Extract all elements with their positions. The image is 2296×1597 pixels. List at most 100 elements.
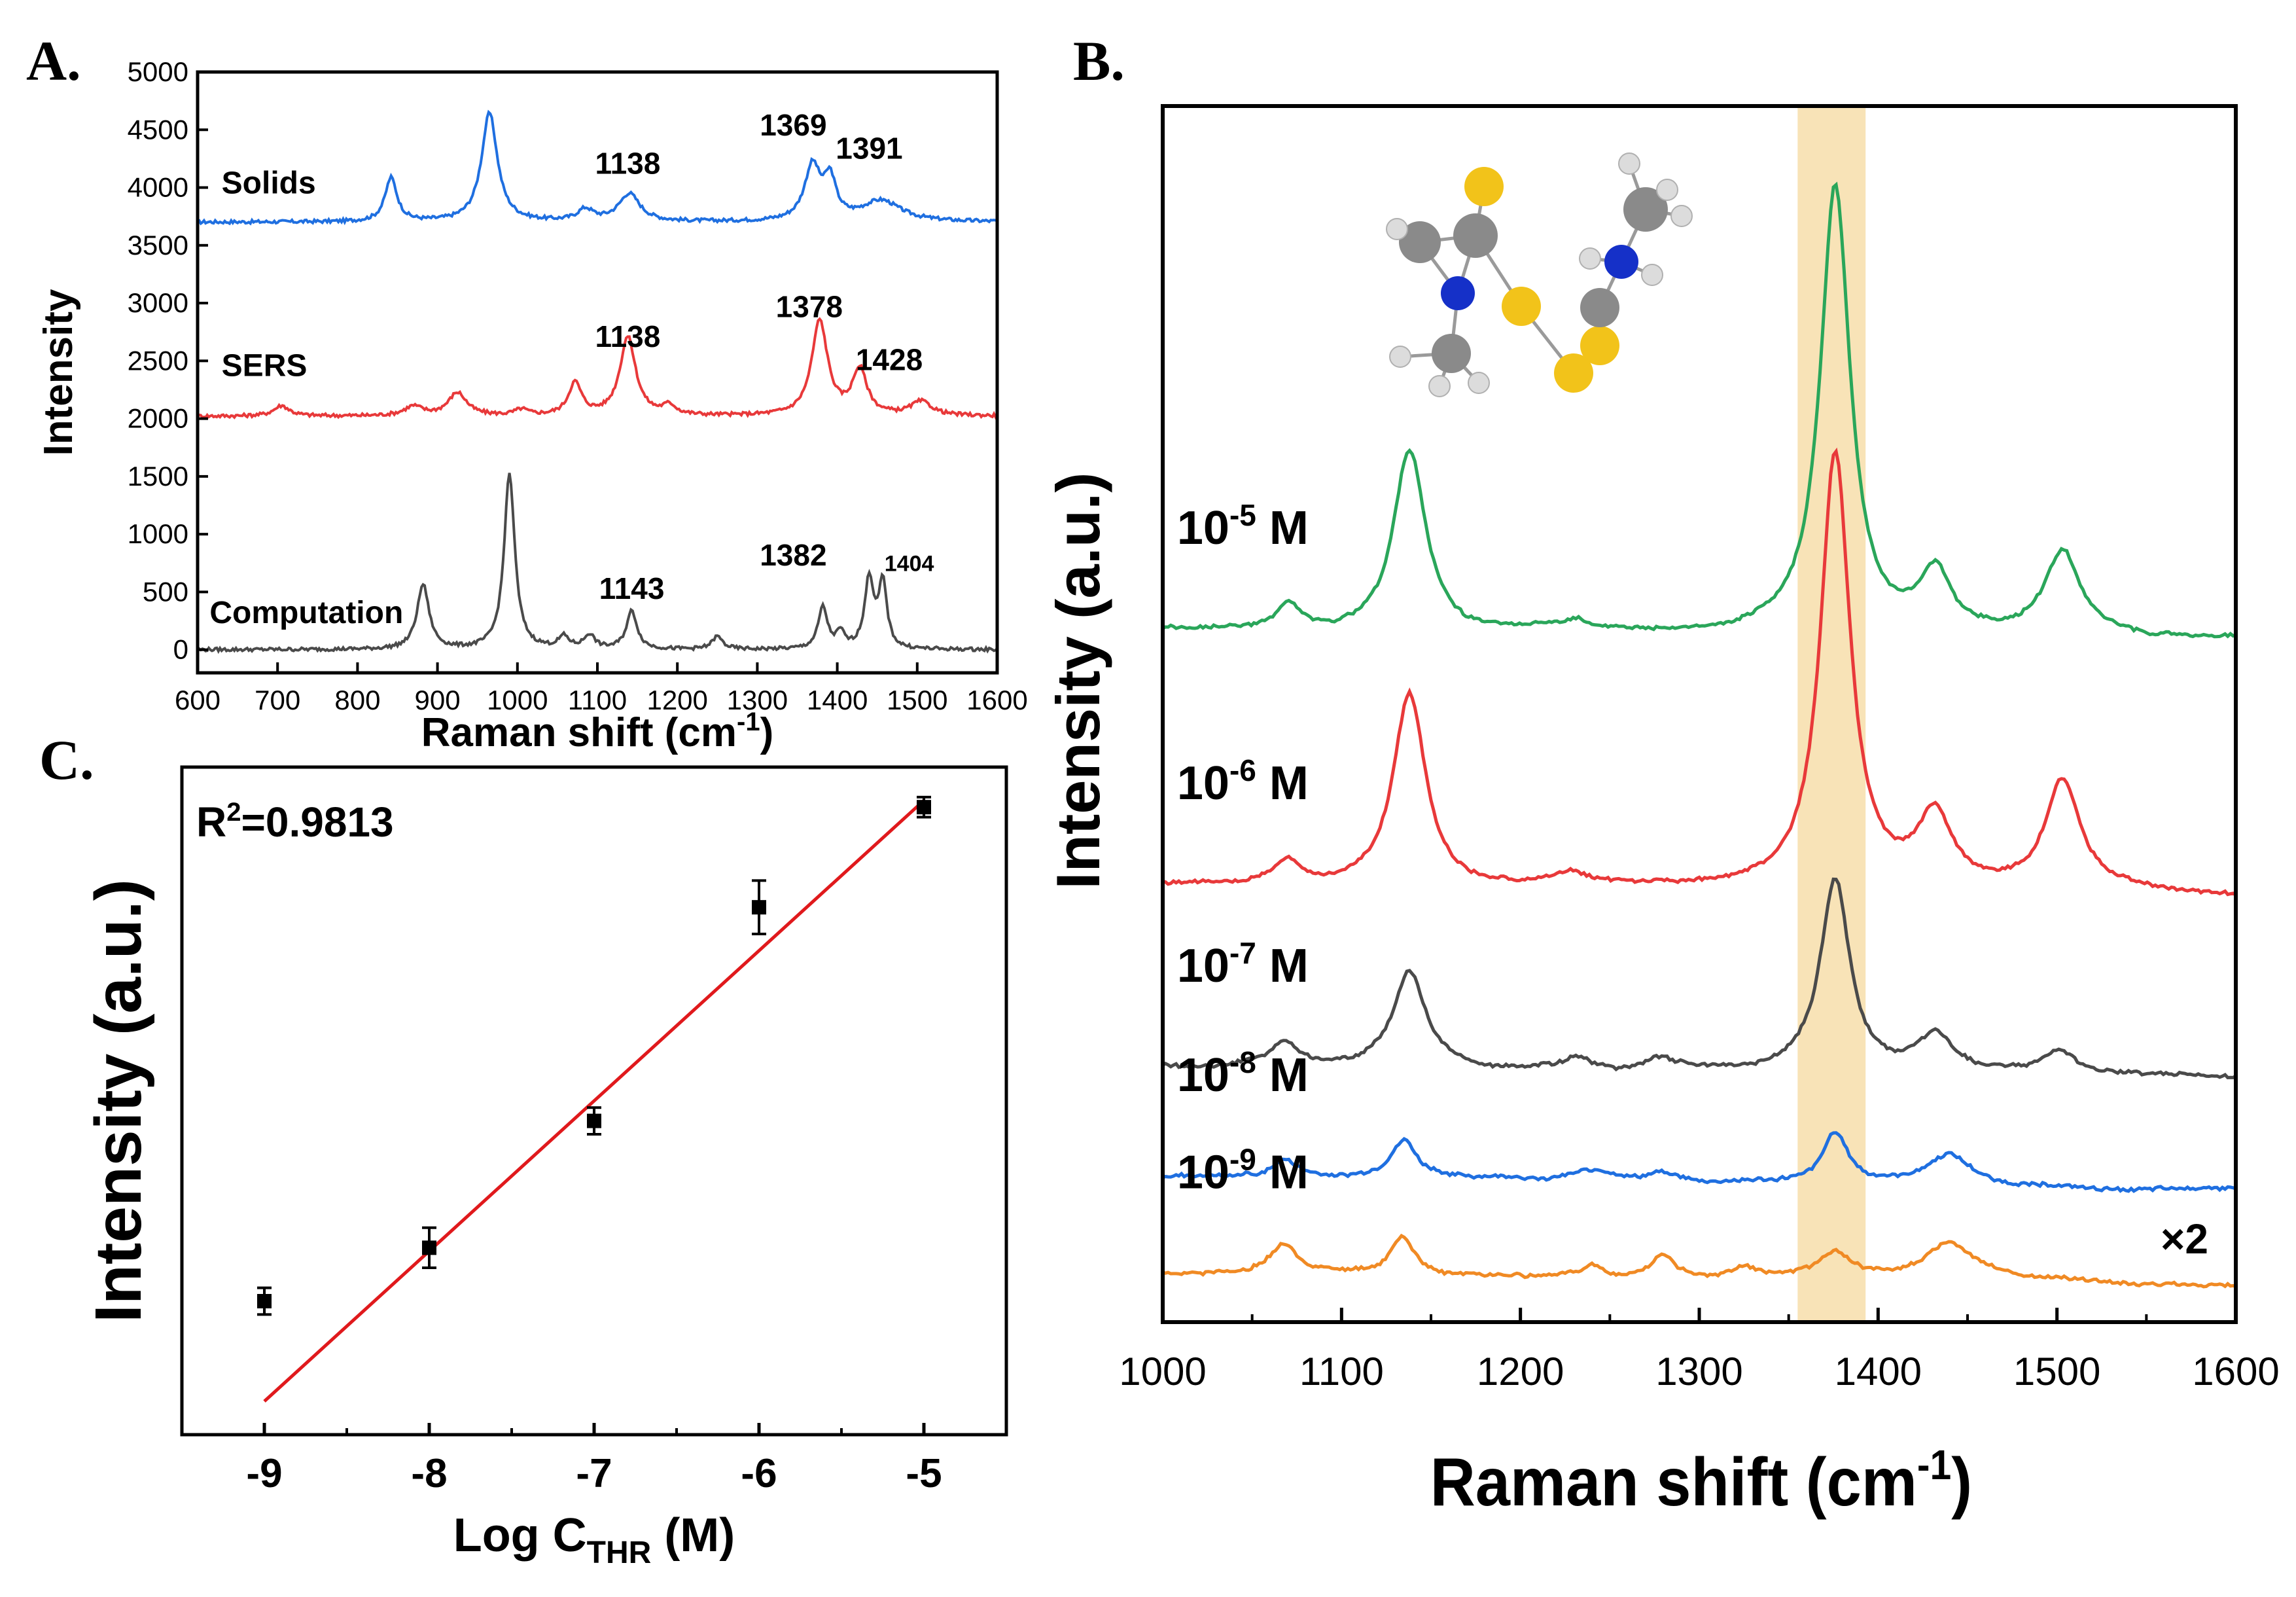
panel-a-curves: [196, 109, 998, 655]
panel-b-axes-frame: [1161, 104, 2238, 1324]
panel-b-letter: B.: [1073, 29, 1125, 92]
series-line-solids: [197, 109, 998, 226]
series-line-minus8: [1162, 1131, 2236, 1193]
panel-b-ticks: 1000 1100 1200 1300 1400 1500 1600: [1119, 1308, 2280, 1393]
peak-annotation: 1382: [760, 538, 826, 572]
x-tick-label: 1200: [1477, 1350, 1564, 1393]
carbon-atom: [1580, 288, 1619, 327]
panel-b-x-axis-label: Raman shift (cm-1): [1430, 1442, 1972, 1520]
panel-c-letter: C.: [39, 728, 94, 791]
series-line-minus9: [1162, 1233, 2236, 1289]
hydrogen-atom: [1468, 372, 1490, 394]
concentration-label: 10-8 M: [1177, 1045, 1309, 1102]
highlight-band: [1797, 108, 1866, 1320]
panel-a-y-axis-label: Intensity: [36, 289, 81, 456]
y-tick-label: 500: [143, 576, 188, 607]
nitrogen-atom: [1441, 276, 1475, 310]
data-point: [422, 1240, 436, 1255]
x-tick-label: 1100: [1299, 1350, 1384, 1393]
panel-b-series-labels: 10-5 M 10-6 M 10-7 M 10-8 M 10-9 M: [1177, 498, 1309, 1199]
linear-fit-line: [263, 799, 925, 1403]
x-tick-label: 600: [175, 685, 221, 715]
molecule-atoms: [1386, 153, 1693, 397]
x-tick-label: 1400: [1835, 1350, 1922, 1393]
x-tick-label: 1100: [568, 685, 627, 715]
data-point-group: [257, 1286, 272, 1316]
x-tick-label: 1600: [2192, 1350, 2279, 1393]
y-tick-label: 4500: [128, 114, 188, 145]
peak-annotation: 1138: [595, 319, 661, 353]
x-tick-label: 900: [415, 685, 461, 715]
panel-a-x-axis-label: Raman shift (cm-1): [421, 708, 774, 755]
hydrogen-atom: [1641, 264, 1663, 286]
data-point-group: [422, 1226, 436, 1269]
y-tick-label: 2500: [128, 345, 188, 376]
carbon-atom: [1453, 213, 1498, 258]
x-tick-label: 800: [334, 685, 380, 715]
x-tick-label: 700: [255, 685, 300, 715]
x-tick-label: 1400: [807, 685, 868, 715]
panel-c-x-axis-label: Log CTHR (M): [453, 1509, 735, 1570]
panel-c-ticks: -9 -8 -7 -6 -5: [181, 1423, 1008, 1496]
y-tick-label: 0: [173, 634, 188, 665]
peak-annotation: 1143: [599, 571, 665, 605]
x-tick-label: -5: [906, 1451, 942, 1496]
x-tick-label: 1300: [1655, 1350, 1742, 1393]
sulfur-atom: [1464, 167, 1504, 206]
x-tick-label: 1000: [487, 685, 548, 715]
panel-b-y-axis-label: Intensity (a.u.): [1044, 472, 1112, 889]
hydrogen-atom: [1389, 346, 1411, 368]
x-tick-label: 1200: [646, 685, 707, 715]
r-squared-label: R2=0.9813: [196, 798, 394, 846]
x-tick-label: 1600: [966, 685, 1027, 715]
data-point-group: [587, 1106, 601, 1136]
series-line-minus7: [1161, 877, 2237, 1080]
concentration-label: 10-9 M: [1177, 1143, 1309, 1199]
hydrogen-atom: [1618, 153, 1640, 175]
sulfur-atom: [1554, 353, 1593, 393]
x-tick-label: -9: [246, 1451, 282, 1496]
hydrogen-atom: [1386, 218, 1408, 240]
carbon-atom: [1399, 221, 1441, 263]
panel-c-points: [257, 795, 931, 1316]
series-line-minus5: [1161, 181, 2236, 639]
panel-a-letter: A.: [26, 29, 81, 92]
carbon-atom: [1623, 187, 1668, 232]
concentration-label: 10-6 M: [1177, 753, 1309, 810]
data-point: [752, 900, 766, 915]
hydrogen-atom: [1428, 375, 1451, 397]
x-tick-label: 1300: [727, 685, 788, 715]
peak-annotation: 1404: [885, 552, 934, 577]
peak-annotation: 1369: [760, 108, 826, 142]
panel-a-ticks: 600 700 800 900 1000 1100 1200 1300 1400 1500 1600…: [128, 56, 1028, 715]
data-point: [587, 1113, 601, 1128]
panel-c-y-axis-label: Intensity (a.u.): [82, 879, 155, 1323]
peak-annotation: 1391: [836, 131, 902, 165]
x-tick-label: -8: [411, 1451, 447, 1496]
x-tick-label: 1500: [887, 685, 947, 715]
data-point-group: [917, 795, 931, 819]
panel-b-curves: [1161, 181, 2237, 1289]
x-tick-label: 1000: [1119, 1350, 1206, 1393]
x-tick-label: 1500: [2013, 1350, 2100, 1393]
panel-a: 600 700 800 900 1000 1100 1200 1300 1400 1500 1600…: [36, 56, 1028, 755]
y-tick-label: 5000: [128, 56, 188, 87]
y-tick-label: 1000: [128, 518, 188, 549]
data-point: [257, 1294, 272, 1308]
hydrogen-atom: [1670, 205, 1693, 227]
series-label: Computation: [209, 596, 403, 630]
hydrogen-atom: [1579, 247, 1601, 270]
data-point-group: [752, 879, 766, 935]
peak-annotation: 1378: [776, 289, 843, 323]
series-label: SERS: [222, 348, 308, 383]
carbon-atom: [1432, 334, 1471, 373]
y-tick-label: 4000: [128, 172, 188, 203]
hydrogen-atom: [1656, 179, 1678, 201]
series-line-computation: [196, 473, 998, 655]
sulfur-atom: [1580, 326, 1619, 365]
panel-b: 1000 1100 1200 1300 1400 1500 1600 10-5 M 10-6 …: [1044, 104, 2280, 1520]
series-line-sers: [196, 317, 998, 420]
x-tick-label: -6: [741, 1451, 777, 1496]
